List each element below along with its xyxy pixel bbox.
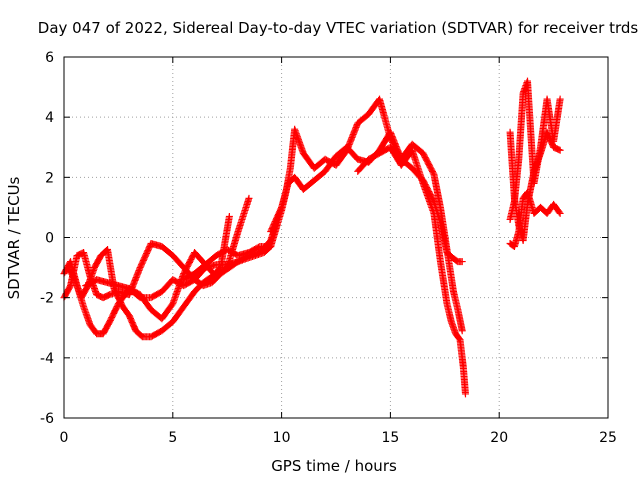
y-tick-label: 0 xyxy=(45,231,54,247)
x-tick-label: 20 xyxy=(490,430,508,446)
series-trail xyxy=(355,144,469,396)
y-tick-label: -4 xyxy=(40,351,54,367)
series-trail xyxy=(61,196,252,338)
chart-title: Day 047 of 2022, Sidereal Day-to-day VTE… xyxy=(38,19,639,37)
series-trace-7 xyxy=(354,143,469,398)
axis-ticks: 0 5 10 15 20 25 -6 -4 -2 0 2 4 6 xyxy=(40,50,617,446)
x-tick-label: 10 xyxy=(273,430,291,446)
x-tick-label: 5 xyxy=(168,430,177,446)
y-tick-label: 2 xyxy=(45,170,54,186)
y-tick-label: -6 xyxy=(40,411,54,427)
y-tick-label: -2 xyxy=(40,291,54,307)
grid-lines xyxy=(64,57,608,418)
x-tick-label: 15 xyxy=(381,430,399,446)
series-trail xyxy=(506,130,563,243)
x-tick-label: 25 xyxy=(599,430,617,446)
series-trace-5 xyxy=(180,95,466,335)
series-trail xyxy=(507,190,563,250)
series-trace-10 xyxy=(506,188,564,251)
x-tick-label: 0 xyxy=(60,430,69,446)
data-points xyxy=(60,77,564,398)
y-tick-label: 4 xyxy=(45,110,54,126)
x-axis-label: GPS time / hours xyxy=(271,457,397,475)
y-axis-label: SDTVAR / TECUs xyxy=(5,176,23,299)
y-tick-label: 6 xyxy=(45,50,54,66)
